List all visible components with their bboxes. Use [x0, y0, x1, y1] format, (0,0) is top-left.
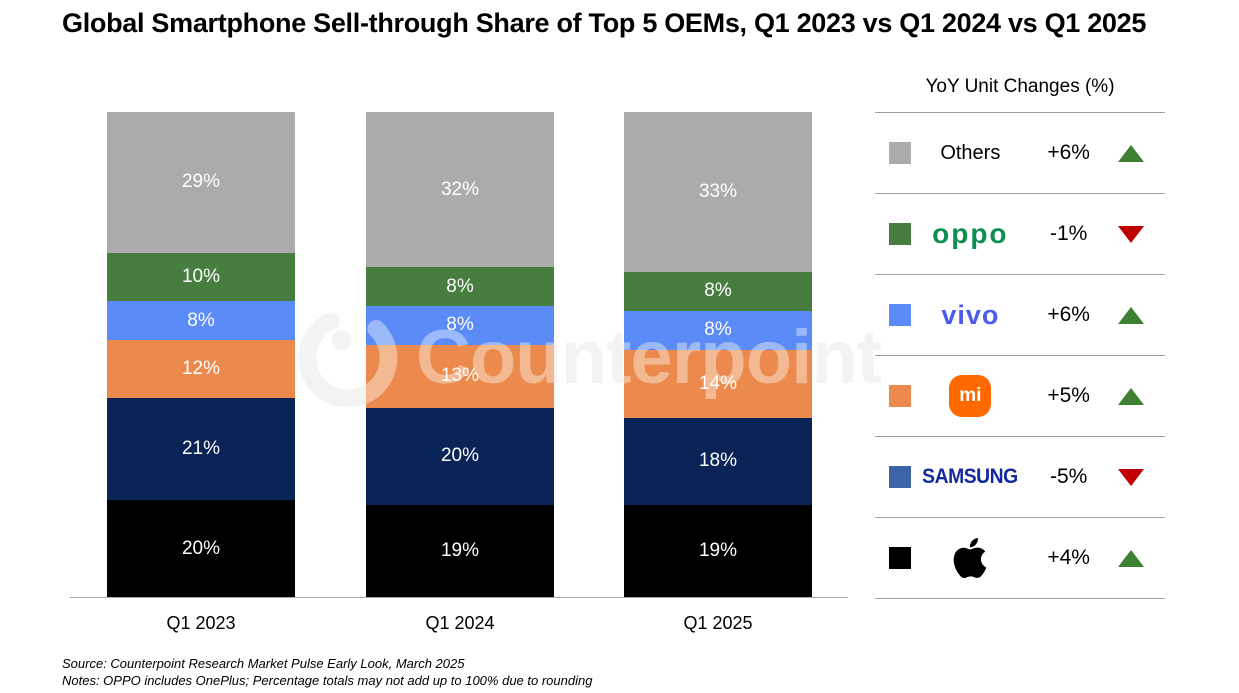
- segment-value-label: 18%: [698, 450, 738, 472]
- samsung-logo: SAMSUNG: [914, 465, 1026, 489]
- segment-value-label: 13%: [440, 365, 480, 387]
- bar-segment-others: 29%: [107, 112, 295, 253]
- segment-value-label: 19%: [698, 539, 738, 561]
- xiaomi-logo: mi: [914, 375, 1026, 417]
- source-line: Source: Counterpoint Research Market Pul…: [62, 656, 465, 671]
- legend-row-oppo: oppo -1%: [875, 193, 1165, 274]
- legend-row-vivo: vivo +6%: [875, 274, 1165, 355]
- bar-segment-apple: 20%: [107, 500, 295, 597]
- bar-segment-others: 32%: [366, 112, 554, 268]
- segment-value-label: 21%: [181, 438, 221, 460]
- footer-notes: Source: Counterpoint Research Market Pul…: [62, 656, 592, 690]
- bar-segment-samsung: 18%: [624, 417, 812, 505]
- bar-segment-vivo: 8%: [366, 306, 554, 345]
- segment-value-label: 32%: [440, 178, 480, 200]
- bar-segment-vivo: 8%: [624, 310, 812, 350]
- x-axis-label: Q1 2023: [166, 613, 236, 633]
- bar-segment-xiaomi: 14%: [624, 349, 812, 418]
- vivo-yoy-change: +6%: [1047, 303, 1090, 326]
- apple-yoy-change: +4%: [1047, 546, 1090, 569]
- bar-segment-apple: 19%: [624, 504, 812, 597]
- oppo-logo-text: oppo: [932, 218, 1009, 249]
- xiaomi-logo-text: mi: [959, 385, 982, 406]
- bar-segment-samsung: 21%: [107, 398, 295, 500]
- x-axis-label: Q1 2024: [425, 613, 495, 633]
- bar-segment-samsung: 20%: [366, 407, 554, 505]
- segment-value-label: 33%: [698, 181, 738, 203]
- oppo-color-swatch: [889, 223, 911, 245]
- vivo-logo-text: vivo: [941, 299, 1000, 330]
- segment-value-label: 12%: [181, 358, 221, 380]
- apple-color-swatch: [889, 547, 911, 569]
- xiaomi-yoy-change: +5%: [1047, 384, 1090, 407]
- stacked-bar-q1-2024: 19% 20% 13% 8% 8% 32%: [366, 112, 554, 597]
- bar-segment-oppo: 8%: [624, 272, 812, 311]
- apple-logo: [914, 538, 1026, 578]
- segment-value-label: 8%: [446, 275, 474, 297]
- bar-segment-vivo: 8%: [107, 301, 295, 340]
- up-triangle-icon: [1117, 549, 1144, 567]
- legend-row-samsung: SAMSUNG -5%: [875, 436, 1165, 517]
- oppo-yoy-change: -1%: [1049, 222, 1088, 245]
- bar-segment-apple: 19%: [366, 504, 554, 597]
- bar-segment-xiaomi: 13%: [366, 344, 554, 408]
- legend-row-apple: +4%: [875, 517, 1165, 599]
- xiaomi-mi-logo-icon: mi: [949, 375, 992, 417]
- up-triangle-icon: [1117, 387, 1144, 405]
- samsung-color-swatch: [889, 466, 911, 488]
- x-axis-label: Q1 2025: [683, 613, 753, 633]
- others-color-swatch: [889, 142, 911, 164]
- stacked-bar-q1-2025: 19% 18% 14% 8% 8% 33%: [624, 112, 812, 597]
- segment-value-label: 8%: [446, 314, 474, 336]
- vivo-logo: vivo: [914, 299, 1026, 330]
- legend-title: YoY Unit Changes (%): [925, 76, 1115, 97]
- segment-value-label: 8%: [704, 280, 732, 302]
- down-triangle-icon: [1117, 225, 1144, 243]
- oppo-logo: oppo: [914, 220, 1026, 248]
- chart-title: Global Smartphone Sell-through Share of …: [62, 8, 1147, 38]
- legend-row-xiaomi: mi +5%: [875, 355, 1165, 436]
- notes-line: Notes: OPPO includes OnePlus; Percentage…: [62, 672, 593, 688]
- bar-segment-oppo: 10%: [107, 252, 295, 302]
- x-axis-line: [70, 597, 848, 598]
- samsung-yoy-change: -5%: [1049, 465, 1088, 488]
- others-logo: Others: [914, 142, 1026, 165]
- segment-value-label: 10%: [181, 265, 221, 287]
- segment-value-label: 19%: [440, 539, 480, 561]
- vivo-color-swatch: [889, 304, 911, 326]
- up-triangle-icon: [1117, 144, 1144, 162]
- bar-segment-xiaomi: 12%: [107, 339, 295, 399]
- up-triangle-icon: [1117, 306, 1144, 324]
- legend-row-others: Others +6%: [875, 112, 1165, 193]
- bar-segment-others: 33%: [624, 112, 812, 273]
- segment-value-label: 20%: [440, 445, 480, 467]
- segment-value-label: 8%: [704, 319, 732, 341]
- others-yoy-change: +6%: [1047, 141, 1090, 164]
- bar-segment-oppo: 8%: [366, 267, 554, 307]
- others-logo-text: Others: [940, 141, 1001, 164]
- samsung-logo-text: SAMSUNG: [922, 465, 1019, 488]
- segment-value-label: 29%: [181, 171, 221, 193]
- segment-value-label: 8%: [187, 309, 215, 331]
- stacked-bar-q1-2023: 20% 21% 12% 8% 10% 29%: [107, 112, 295, 597]
- segment-value-label: 14%: [698, 372, 738, 394]
- apple-logo-icon: [950, 538, 990, 578]
- down-triangle-icon: [1117, 468, 1144, 486]
- segment-value-label: 20%: [181, 537, 221, 559]
- xiaomi-color-swatch: [889, 385, 911, 407]
- yoy-legend-panel: YoY Unit Changes (%) Others +6% oppo -1% viv…: [875, 62, 1165, 599]
